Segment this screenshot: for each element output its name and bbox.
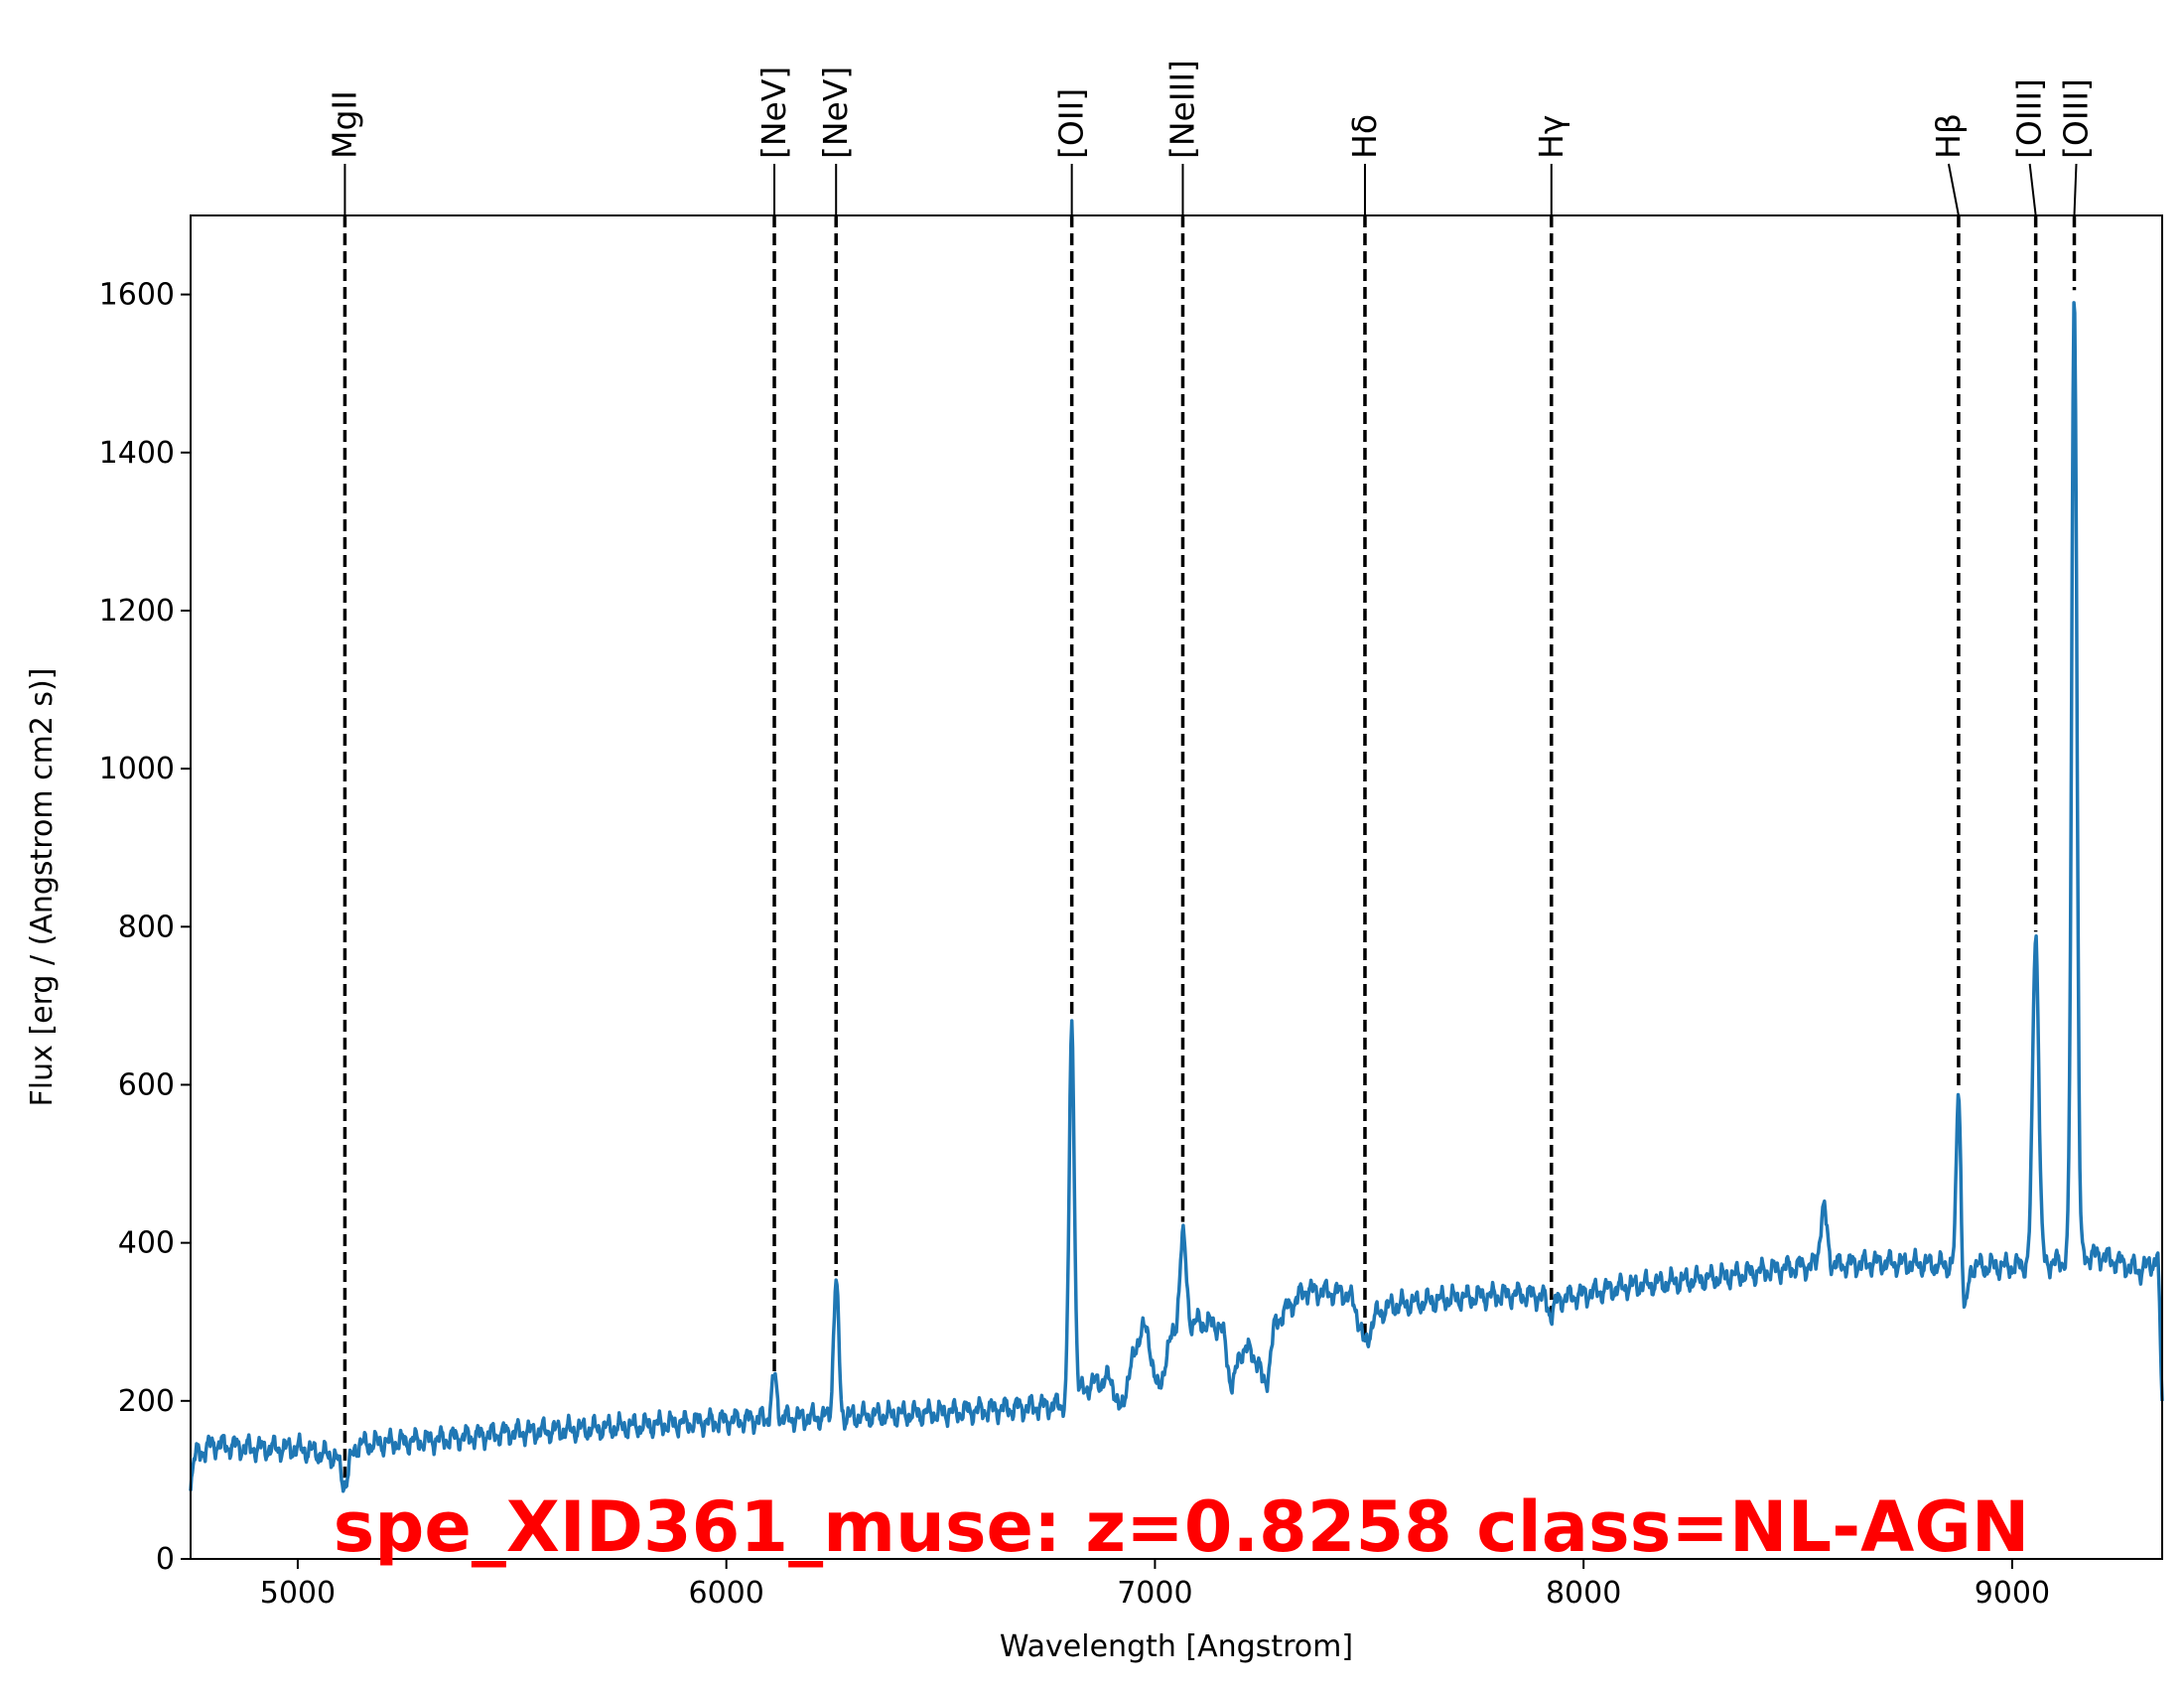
y-axis-label: Flux [erg / (Angstrom cm2 s)] xyxy=(25,668,60,1107)
emission-line-label: [NeV] xyxy=(816,67,855,159)
emission-line-leader xyxy=(2028,163,2037,216)
x-tick-label: 5000 xyxy=(260,1576,336,1611)
emission-line-label: [NeIII] xyxy=(1162,60,1201,159)
y-tick-label: 0 xyxy=(156,1542,175,1577)
x-tick-label: 6000 xyxy=(688,1576,763,1611)
emission-line-label: [OII] xyxy=(1052,88,1091,159)
spectrum-annotation: spe_XID361_muse: z=0.8258 class=NL-AGN xyxy=(334,1486,2030,1568)
x-axis-ticks: 5000 6000 7000 8000 9000 xyxy=(260,1559,2050,1611)
y-tick-label: 800 xyxy=(118,910,175,944)
emission-line-label: [OIII] xyxy=(2010,78,2049,159)
plot-frame xyxy=(190,214,2163,1560)
emission-line-label: [NeV] xyxy=(754,67,793,159)
emission-line-markers: MgII [NeV] [NeV] [OII] [NeIII] Hδ Hγ Hβ [OIII] [O… xyxy=(325,60,2095,1479)
y-tick-label: 1000 xyxy=(99,752,175,786)
x-tick-label: 8000 xyxy=(1546,1576,1621,1611)
emission-line-leader xyxy=(2073,163,2078,216)
emission-line-label: Hβ xyxy=(1929,113,1968,159)
y-tick-label: 1400 xyxy=(99,436,175,471)
emission-line-label: Hδ xyxy=(1345,114,1384,159)
emission-line-label: Hγ xyxy=(1532,115,1570,159)
spectrum-series xyxy=(189,301,2164,1493)
emission-line-leader xyxy=(1947,163,1960,216)
x-tick-label: 7000 xyxy=(1117,1576,1192,1611)
spectrum-line xyxy=(189,301,2164,1493)
y-tick-label: 600 xyxy=(118,1067,175,1102)
x-axis-label: Wavelength [Angstrom] xyxy=(1000,1629,1353,1664)
x-tick-label: 9000 xyxy=(1975,1576,2050,1611)
y-tick-label: 400 xyxy=(118,1226,175,1261)
y-tick-label: 1600 xyxy=(99,278,175,313)
y-axis-ticks: 0 200 400 600 800 1000 1200 1400 1600 xyxy=(99,278,191,1577)
emission-line-label: [OIII] xyxy=(2056,78,2095,159)
y-tick-label: 1200 xyxy=(99,594,175,629)
emission-line-label: MgII xyxy=(325,90,363,159)
y-tick-label: 200 xyxy=(118,1384,175,1419)
